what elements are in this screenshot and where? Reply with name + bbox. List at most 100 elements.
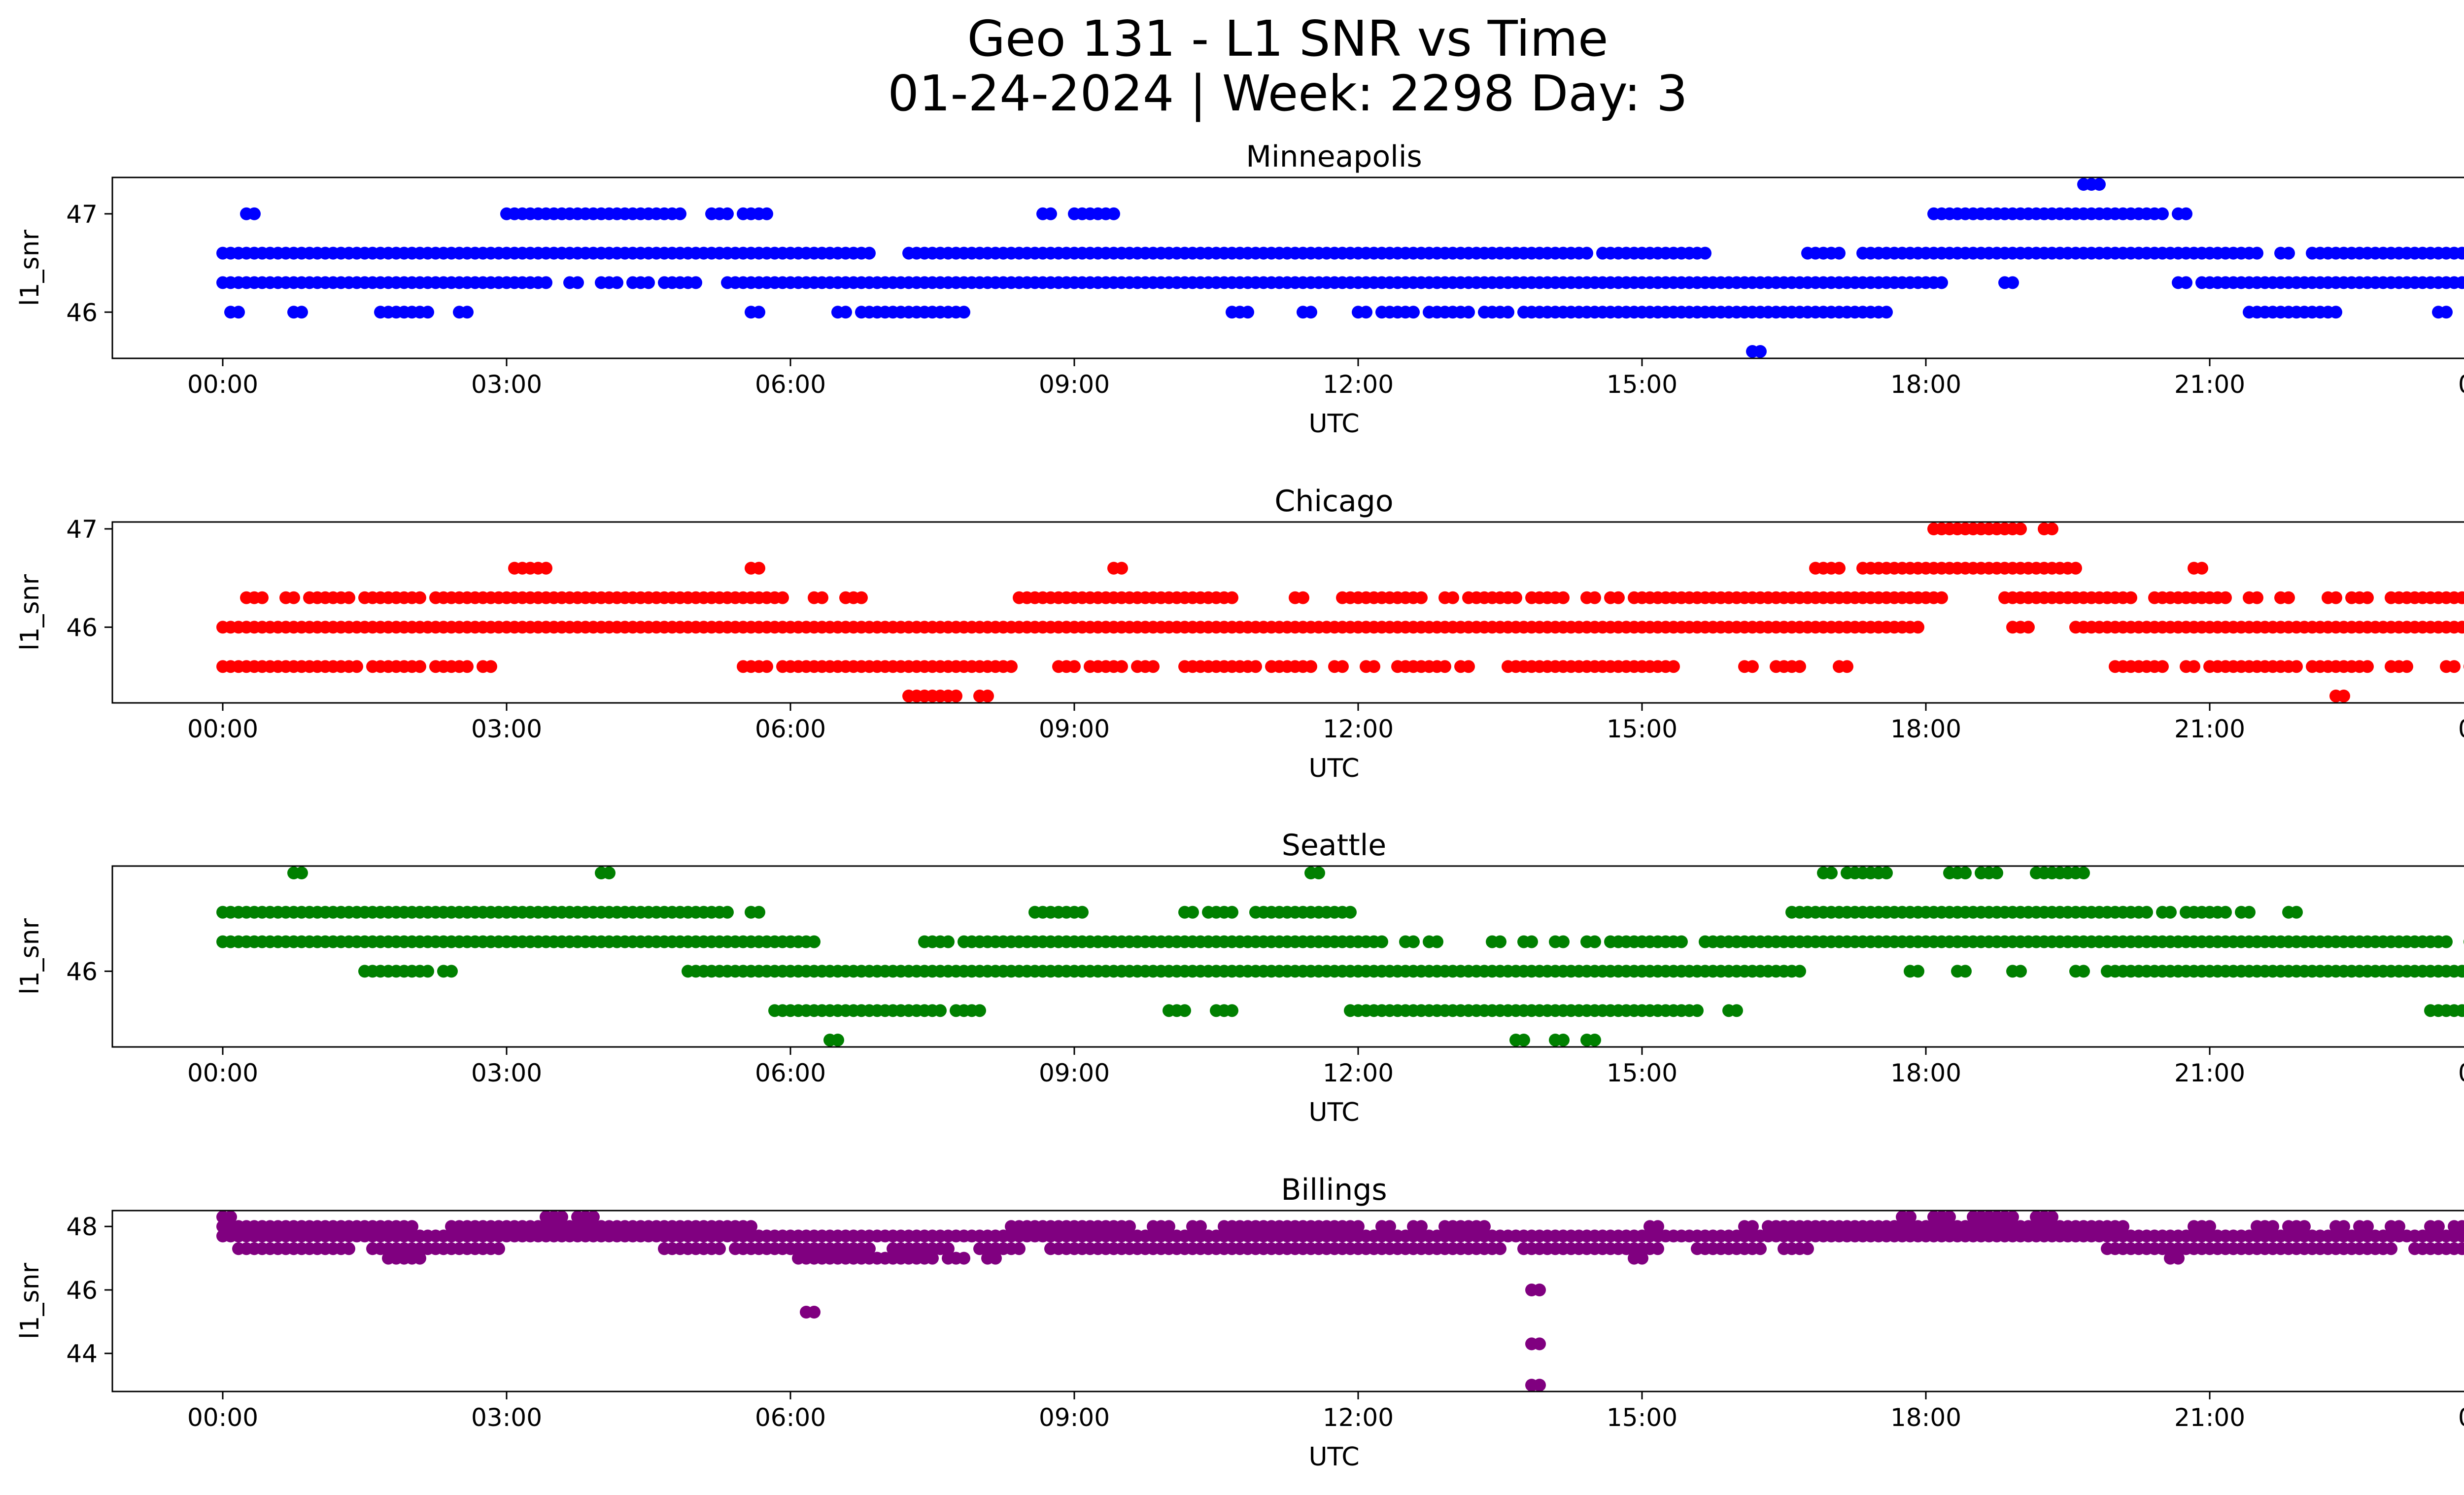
data-point xyxy=(1935,591,1948,604)
data-point xyxy=(1533,1284,1546,1296)
x-tick-label: 21:00 xyxy=(2174,370,2245,399)
data-point xyxy=(1147,660,1160,673)
data-point xyxy=(1833,561,1846,575)
data-point xyxy=(555,1210,568,1223)
data-point xyxy=(2456,965,2464,978)
x-tick-label: 09:00 xyxy=(1039,1059,1110,1087)
x-tick-label: 06:00 xyxy=(755,370,826,399)
x-tick-label: 12:00 xyxy=(1323,1403,1394,1432)
data-point xyxy=(760,207,773,220)
data-point xyxy=(1431,935,1443,948)
data-point xyxy=(1699,246,1711,260)
data-point xyxy=(776,591,789,604)
data-point xyxy=(1115,660,1128,673)
y-axis-label: l1_snr xyxy=(15,1262,45,1339)
data-point xyxy=(224,1210,237,1223)
data-point xyxy=(1588,591,1601,604)
data-point xyxy=(421,965,434,978)
data-point xyxy=(934,1004,947,1017)
data-point xyxy=(1446,591,1459,604)
data-point xyxy=(839,306,852,319)
data-point xyxy=(2251,246,2263,260)
data-point xyxy=(973,1004,986,1017)
data-point xyxy=(1297,591,1309,604)
data-point xyxy=(1241,306,1254,319)
data-point xyxy=(587,1210,600,1223)
data-point xyxy=(1651,1242,1664,1255)
data-point xyxy=(1636,1252,1648,1265)
data-point xyxy=(642,276,655,289)
x-tick-label: 09:00 xyxy=(1039,715,1110,743)
data-point xyxy=(2440,306,2453,319)
data-point xyxy=(232,306,245,319)
data-point xyxy=(1754,345,1767,358)
data-point xyxy=(540,561,552,575)
data-point xyxy=(1462,660,1475,673)
x-tick-label: 15:00 xyxy=(1607,370,1677,399)
data-point xyxy=(1415,591,1428,604)
data-point xyxy=(1557,1034,1570,1046)
x-tick-label: 09:00 xyxy=(1039,370,1110,399)
data-point xyxy=(484,660,497,673)
data-point xyxy=(745,1220,757,1233)
figure-subtitle: 01-24-2024 | Week: 2298 Day: 3 xyxy=(888,65,1688,122)
subplot-title: Seattle xyxy=(1282,828,1386,863)
x-tick-label: 00:00 xyxy=(2458,370,2464,399)
data-point xyxy=(2014,522,2027,535)
axes-frame xyxy=(111,1210,2464,1392)
data-point xyxy=(1178,1004,1191,1017)
data-point xyxy=(1186,905,1199,919)
y-tick-label: 48 xyxy=(66,1213,98,1241)
data-point xyxy=(1494,935,1506,948)
series-points xyxy=(216,178,2464,358)
data-point xyxy=(831,1034,844,1046)
data-point xyxy=(808,935,821,948)
data-point xyxy=(2385,1242,2397,1255)
data-point xyxy=(1557,591,1570,604)
data-point xyxy=(2456,276,2464,289)
data-point xyxy=(1478,1220,1491,1233)
data-point xyxy=(1438,660,1451,673)
data-point xyxy=(1304,660,1317,673)
data-point xyxy=(1841,660,1853,673)
data-point xyxy=(1675,935,1688,948)
data-point xyxy=(2046,1210,2058,1223)
x-tick-label: 00:00 xyxy=(2458,1403,2464,1432)
x-tick-label: 21:00 xyxy=(2174,1403,2245,1432)
x-tick-label: 00:00 xyxy=(2458,715,2464,743)
data-point xyxy=(248,207,261,220)
data-point xyxy=(2290,905,2303,919)
data-point xyxy=(1612,591,1625,604)
data-point xyxy=(2440,935,2453,948)
data-point xyxy=(2251,591,2263,604)
data-point xyxy=(981,690,994,702)
data-point xyxy=(2117,1220,2129,1233)
x-tick-label: 15:00 xyxy=(1607,715,1677,743)
data-point xyxy=(2432,1220,2445,1233)
data-point xyxy=(2456,1242,2464,1255)
data-point xyxy=(1005,660,1018,673)
data-point xyxy=(2195,561,2208,575)
data-point xyxy=(2022,621,2035,634)
data-point xyxy=(2014,965,2027,978)
data-point xyxy=(2448,660,2461,673)
data-point xyxy=(1226,905,1238,919)
data-point xyxy=(1336,660,1349,673)
data-point xyxy=(1013,1242,1026,1255)
data-point xyxy=(1462,306,1475,319)
data-point xyxy=(1825,867,1838,879)
data-point xyxy=(989,1252,1002,1265)
data-point xyxy=(1912,621,1924,634)
data-point xyxy=(1076,905,1089,919)
data-point xyxy=(1226,591,1238,604)
x-tick-label: 18:00 xyxy=(1890,1059,1961,1087)
data-point xyxy=(713,1242,726,1255)
data-point xyxy=(1935,276,1948,289)
data-point xyxy=(2006,1210,2019,1223)
data-point xyxy=(1383,1220,1396,1233)
data-point xyxy=(721,905,734,919)
data-point xyxy=(445,965,458,978)
data-point xyxy=(2329,306,2342,319)
